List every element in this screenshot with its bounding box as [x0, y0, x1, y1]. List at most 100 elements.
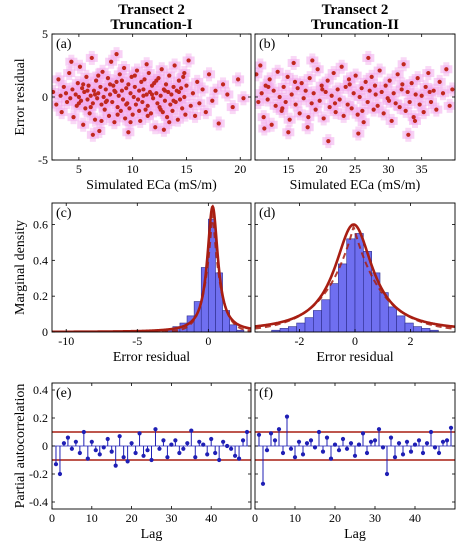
data-point — [167, 120, 172, 125]
data-point — [261, 115, 266, 120]
x-tick-label: 20 — [329, 511, 341, 525]
data-point — [153, 125, 158, 130]
histogram-bar — [404, 322, 414, 332]
x-tick-label: 30 — [165, 511, 177, 525]
x-tick-label: 25 — [349, 162, 361, 176]
panel-label: (c) — [56, 206, 72, 221]
data-point — [405, 89, 410, 95]
stem-marker — [384, 471, 390, 477]
data-point — [341, 113, 346, 118]
data-point — [76, 101, 81, 106]
data-point — [127, 106, 132, 111]
data-point — [301, 96, 306, 101]
data-point — [335, 87, 340, 92]
data-point — [162, 88, 168, 93]
stem-marker — [304, 441, 310, 446]
data-point — [415, 76, 420, 81]
data-point — [265, 97, 270, 102]
data-point — [148, 111, 154, 116]
data-point — [110, 99, 115, 105]
stem-marker — [161, 438, 166, 443]
data-point — [431, 88, 436, 93]
stem-marker — [121, 455, 126, 460]
y-tick-label: -5 — [38, 153, 48, 167]
stem-marker — [236, 456, 242, 461]
data-point — [256, 99, 261, 105]
y-tick-label: 0 — [42, 90, 48, 104]
stem-marker — [201, 442, 206, 447]
data-point — [407, 99, 412, 105]
data-point — [85, 88, 90, 93]
data-point — [120, 97, 126, 102]
data-point — [393, 101, 398, 106]
data-point — [417, 102, 422, 107]
x-tick-label: 35 — [416, 162, 428, 176]
data-point — [128, 120, 133, 125]
data-point — [126, 130, 131, 135]
data-point — [130, 112, 135, 117]
density-curve-dashed — [52, 210, 251, 332]
data-point — [52, 89, 56, 95]
data-point — [331, 70, 336, 76]
data-point — [81, 122, 86, 127]
stem-marker — [292, 455, 298, 460]
y-tick-label: 0.4 — [33, 383, 48, 397]
x-tick-label: 0 — [252, 511, 258, 525]
stem-marker — [157, 446, 162, 451]
data-point — [190, 91, 196, 96]
stem-marker — [288, 446, 294, 451]
data-point — [255, 72, 259, 77]
data-point — [311, 91, 316, 96]
data-point — [259, 91, 264, 96]
data-point — [230, 104, 235, 110]
stem-marker — [53, 462, 59, 467]
data-point — [169, 92, 174, 97]
x-axis-label: Lag — [141, 527, 163, 542]
histogram-bar — [413, 326, 422, 332]
axes-frame — [51, 202, 252, 333]
stem-marker — [133, 450, 138, 456]
stem-marker — [268, 431, 274, 436]
stem-marker — [105, 436, 110, 442]
data-point — [275, 69, 280, 74]
histogram-bar — [304, 317, 314, 332]
stem-marker — [308, 438, 314, 443]
data-point — [172, 63, 177, 68]
stem-marker — [209, 436, 214, 442]
data-point — [426, 70, 431, 76]
chart-title: Transect 2 — [322, 2, 389, 18]
data-point — [355, 112, 360, 117]
data-point — [142, 77, 147, 82]
stem-marker — [101, 445, 106, 450]
stem-marker — [336, 448, 342, 453]
histogram-bar — [429, 329, 439, 332]
stem-marker — [444, 438, 450, 443]
data-point — [444, 67, 449, 72]
data-point — [399, 87, 404, 92]
stem-marker — [145, 448, 150, 453]
data-point — [195, 79, 200, 84]
data-point — [397, 104, 402, 110]
data-point — [213, 88, 218, 93]
plot-area-f — [255, 414, 455, 486]
x-tick-label: 15 — [282, 162, 294, 176]
data-point — [273, 103, 278, 108]
data-point — [58, 93, 63, 98]
data-point — [106, 113, 112, 118]
stem-marker — [73, 439, 78, 444]
x-tick-label: 20 — [126, 511, 138, 525]
data-point — [155, 101, 160, 106]
data-point — [131, 94, 136, 100]
data-point — [269, 122, 274, 127]
data-point — [163, 82, 169, 87]
data-point — [200, 87, 205, 92]
stem-marker — [364, 450, 370, 456]
stem-marker — [232, 453, 238, 458]
data-point — [332, 101, 338, 106]
stem-marker — [408, 449, 414, 454]
stem-marker — [185, 441, 190, 446]
data-point — [158, 107, 163, 112]
stem-marker — [113, 463, 118, 468]
data-point — [292, 79, 298, 84]
x-tick-label: 10 — [86, 511, 98, 525]
